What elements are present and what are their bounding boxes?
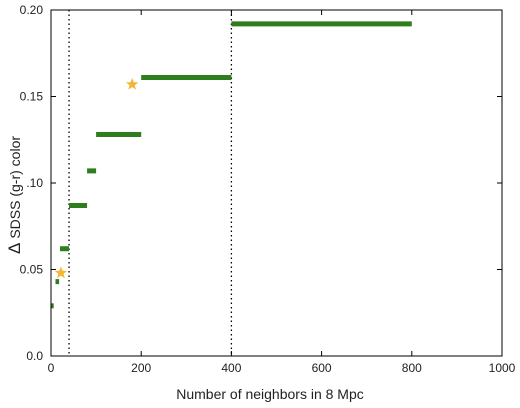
x-tick-label-0: 0 — [48, 361, 55, 375]
star-marker-0 — [54, 266, 68, 279]
star-marker-1 — [126, 77, 139, 90]
y-tick-label-4: 0.20 — [20, 3, 44, 17]
y-tick-label-1: 0.05 — [20, 263, 44, 277]
y-axis-label-text: SDSS (g-r) color — [7, 136, 23, 239]
y-tick-label-2: .10 — [26, 176, 43, 190]
y-axis-ticks: 0.0 0.05 .10 0.15 0.20 — [20, 3, 502, 363]
plot-area — [51, 10, 412, 356]
y-tick-label-0: 0.0 — [26, 349, 43, 363]
x-tick-label-3: 600 — [312, 361, 332, 375]
x-tick-label-4: 800 — [402, 361, 422, 375]
x-tick-label-5: 1000 — [489, 361, 516, 375]
x-axis-label: Number of neighbors in 8 Mpc — [176, 386, 364, 402]
x-tick-label-2: 400 — [221, 361, 241, 375]
plot-frame — [50, 9, 503, 357]
y-axis-label: Δ SDSS (g-r) color — [5, 136, 24, 254]
x-axis-ticks: 0 200 400 600 800 1000 — [48, 10, 516, 375]
x-tick-label-1: 200 — [131, 361, 151, 375]
y-axis-label-symbol: Δ — [5, 243, 24, 254]
y-tick-label-3: 0.15 — [20, 90, 44, 104]
